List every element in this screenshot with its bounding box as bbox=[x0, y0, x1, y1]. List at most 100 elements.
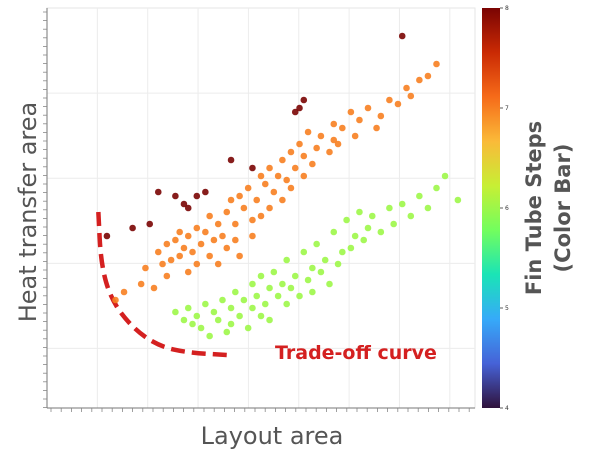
colorbar-tick-label: 5 bbox=[505, 305, 509, 312]
y-axis-title: Heat transfer area bbox=[14, 102, 42, 323]
trade-off-curve-layer bbox=[96, 211, 232, 358]
data-point bbox=[304, 276, 312, 284]
data-point bbox=[283, 256, 290, 264]
data-point bbox=[279, 196, 286, 204]
data-point bbox=[394, 100, 402, 108]
data-point bbox=[180, 200, 188, 208]
data-point bbox=[326, 280, 333, 288]
data-point bbox=[386, 96, 393, 104]
data-point bbox=[270, 268, 278, 276]
data-point bbox=[223, 328, 231, 336]
axis-lines bbox=[43, 8, 475, 412]
trade-off-curve-label: Trade-off curve bbox=[275, 342, 437, 364]
data-point bbox=[197, 240, 205, 248]
data-point bbox=[334, 140, 342, 148]
data-point bbox=[326, 148, 333, 156]
data-point bbox=[167, 256, 175, 264]
data-point bbox=[339, 248, 346, 256]
data-point bbox=[227, 320, 235, 328]
data-point bbox=[368, 212, 376, 220]
data-point bbox=[240, 296, 248, 304]
data-point bbox=[398, 200, 406, 208]
data-point bbox=[261, 180, 269, 188]
data-point bbox=[309, 160, 316, 168]
data-point bbox=[407, 212, 415, 220]
data-point bbox=[249, 164, 256, 172]
data-point bbox=[433, 184, 440, 192]
data-point bbox=[279, 280, 286, 288]
data-point bbox=[184, 204, 192, 212]
data-point bbox=[424, 204, 432, 212]
data-point bbox=[112, 296, 119, 304]
data-point bbox=[364, 104, 372, 112]
data-point bbox=[274, 172, 282, 180]
data-point bbox=[223, 244, 231, 252]
data-point bbox=[236, 192, 243, 200]
data-point bbox=[257, 212, 265, 220]
data-point bbox=[296, 140, 303, 148]
data-point bbox=[249, 304, 256, 312]
data-point bbox=[416, 192, 423, 200]
data-point bbox=[163, 272, 171, 280]
data-point bbox=[339, 124, 346, 132]
data-point bbox=[291, 108, 299, 116]
data-point bbox=[386, 204, 393, 212]
data-point bbox=[300, 248, 308, 256]
data-point bbox=[287, 148, 295, 156]
data-point bbox=[356, 116, 363, 124]
data-point bbox=[223, 208, 231, 216]
data-point bbox=[351, 132, 359, 140]
data-point bbox=[330, 228, 338, 236]
data-point bbox=[261, 300, 269, 308]
data-point bbox=[300, 96, 308, 104]
data-point bbox=[296, 292, 303, 300]
data-point bbox=[210, 308, 218, 316]
data-point bbox=[279, 156, 286, 164]
data-point bbox=[184, 304, 192, 312]
data-point bbox=[296, 104, 303, 112]
data-point bbox=[356, 208, 363, 216]
colorbar-title-line1: Fin Tube Steps bbox=[522, 121, 546, 295]
trade-off-curve bbox=[96, 211, 232, 358]
data-point bbox=[219, 232, 226, 240]
data-point bbox=[206, 332, 213, 340]
data-point bbox=[287, 284, 295, 292]
data-point bbox=[364, 224, 372, 232]
data-point bbox=[193, 224, 201, 232]
data-point bbox=[159, 260, 166, 268]
data-point bbox=[219, 296, 226, 304]
colorbar-ticks: 4 5 6 7 8 bbox=[500, 5, 509, 412]
data-point bbox=[236, 252, 243, 260]
data-point bbox=[433, 60, 440, 68]
data-point bbox=[304, 128, 312, 136]
data-point bbox=[180, 316, 188, 324]
data-point bbox=[150, 284, 158, 292]
colorbar-tick-label: 8 bbox=[505, 5, 509, 12]
data-point bbox=[300, 152, 308, 160]
data-point bbox=[232, 288, 239, 296]
data-point bbox=[416, 76, 423, 84]
data-point bbox=[202, 300, 209, 308]
data-point bbox=[266, 204, 273, 212]
data-point bbox=[137, 280, 145, 288]
data-point bbox=[163, 240, 171, 248]
data-point bbox=[287, 184, 295, 192]
data-point bbox=[189, 320, 196, 328]
data-point bbox=[283, 176, 290, 184]
data-point bbox=[249, 280, 256, 288]
data-point bbox=[257, 272, 265, 280]
data-point bbox=[317, 268, 325, 276]
data-point bbox=[403, 84, 410, 92]
colorbar bbox=[482, 8, 500, 408]
data-point bbox=[227, 304, 235, 312]
data-point bbox=[244, 324, 252, 332]
data-point bbox=[214, 260, 222, 268]
data-point bbox=[154, 188, 162, 196]
data-point bbox=[309, 264, 316, 272]
data-point bbox=[197, 324, 205, 332]
data-point bbox=[172, 192, 179, 200]
data-point bbox=[334, 260, 342, 268]
data-point bbox=[236, 312, 243, 320]
data-point bbox=[202, 228, 209, 236]
colorbar-tick-label: 4 bbox=[505, 405, 509, 412]
